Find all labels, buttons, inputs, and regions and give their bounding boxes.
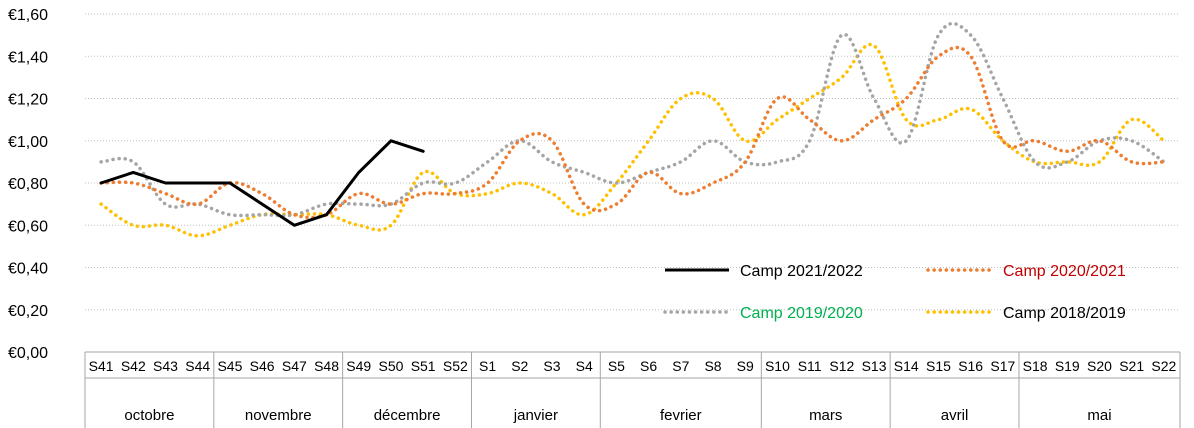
x-tick-label: S47 (282, 358, 307, 374)
legend: Camp 2021/2022 Camp 2020/2021 Camp 2019/20… (663, 263, 1126, 322)
y-tick-label: €0,60 (8, 218, 48, 235)
legend-label: Camp 2018/2019 (1003, 305, 1126, 322)
month-label: fevrier (660, 407, 702, 424)
x-tick-label: S15 (926, 358, 951, 374)
month-label: janvier (513, 407, 558, 424)
series-lines (99, 21, 1166, 238)
x-tick-label: S9 (737, 358, 754, 374)
x-tick-label: S5 (608, 358, 625, 374)
legend-label: Camp 2020/2021 (1003, 263, 1126, 280)
month-label: octobre (124, 407, 174, 424)
x-axis-category-table: S41 S42 S43 S44 S45 S46 S47 S48 S49 S50 S51 S52 S1 S2… (84, 351, 1181, 428)
x-tick-label: S21 (1119, 358, 1144, 374)
y-tick-label: €0,00 (8, 345, 48, 362)
x-tick-label: S2 (511, 358, 528, 374)
x-tick-label: S51 (411, 358, 436, 374)
x-tick-label: S3 (543, 358, 560, 374)
y-tick-label: €0,20 (8, 303, 48, 320)
y-tick-label: €1,60 (8, 7, 48, 24)
y-tick-label: €1,40 (8, 49, 48, 66)
x-tick-label: S11 (798, 358, 822, 374)
series-line-3 (99, 21, 1166, 218)
x-tick-label: S6 (640, 358, 657, 374)
month-label: avril (941, 407, 969, 424)
x-tick-label: S7 (672, 358, 689, 374)
series-line-4 (99, 42, 1166, 238)
x-tick-label: S45 (217, 358, 242, 374)
x-tick-label: S13 (862, 358, 887, 374)
x-tick-label: S1 (479, 358, 496, 374)
x-tick-label: S18 (1023, 358, 1048, 374)
y-tick-label: €1,00 (8, 134, 48, 151)
month-label: novembre (245, 407, 312, 424)
y-tick-label: €0,40 (8, 261, 48, 278)
month-label: décembre (374, 407, 441, 424)
x-tick-label: S17 (990, 358, 1015, 374)
x-tick-label: S4 (576, 358, 593, 374)
series-line-2 (99, 45, 1166, 220)
x-tick-label: S44 (185, 358, 210, 374)
legend-label: Camp 2019/2020 (740, 305, 863, 322)
y-tick-label: €0,80 (8, 176, 48, 193)
month-label: mai (1087, 407, 1111, 424)
x-tick-label: S20 (1087, 358, 1112, 374)
y-axis-tick-labels: €0,00 €0,20 €0,40 €0,60 €0,80 €1,00 €1,20 €1,40… (8, 7, 48, 362)
x-tick-label: S16 (958, 358, 983, 374)
x-tick-label: S10 (765, 358, 790, 374)
legend-label: Camp 2021/2022 (740, 263, 863, 280)
x-tick-label: S12 (829, 358, 854, 374)
x-tick-label: S50 (378, 358, 403, 374)
x-tick-label: S48 (314, 358, 339, 374)
x-tick-label: S49 (346, 358, 371, 374)
series-line-1 (99, 139, 425, 227)
x-tick-label: S41 (89, 358, 114, 374)
y-tick-label: €1,20 (8, 92, 48, 109)
x-tick-label: S42 (121, 358, 146, 374)
x-tick-label: S22 (1151, 358, 1176, 374)
x-tick-label: S43 (153, 358, 178, 374)
x-tick-label: S46 (250, 358, 275, 374)
x-tick-label: S8 (704, 358, 721, 374)
month-label: mars (809, 407, 842, 424)
grid-lines (85, 13, 1180, 311)
x-tick-label: S14 (894, 358, 919, 374)
x-tick-label: S19 (1055, 358, 1080, 374)
x-tick-label: S52 (443, 358, 468, 374)
